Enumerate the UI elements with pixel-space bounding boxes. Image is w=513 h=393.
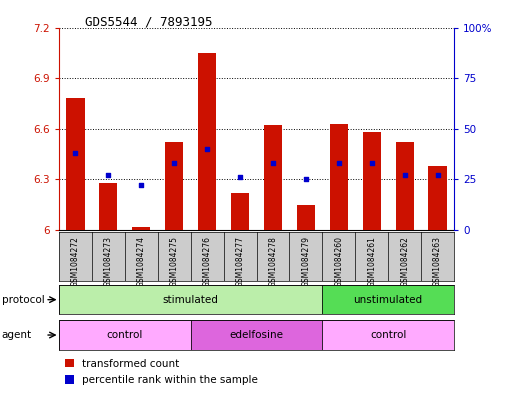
Text: GSM1084274: GSM1084274 <box>137 236 146 287</box>
Text: stimulated: stimulated <box>163 295 219 305</box>
Bar <box>330 124 348 230</box>
Text: GSM1084273: GSM1084273 <box>104 236 113 287</box>
Point <box>334 160 343 166</box>
Point <box>203 146 211 152</box>
Point <box>104 172 112 178</box>
Point <box>137 182 145 189</box>
Text: unstimulated: unstimulated <box>353 295 423 305</box>
Bar <box>198 53 216 230</box>
Text: GSM1084260: GSM1084260 <box>334 236 343 287</box>
Bar <box>59 285 322 314</box>
Point <box>71 150 80 156</box>
Text: GSM1084275: GSM1084275 <box>170 236 179 287</box>
Bar <box>191 320 322 350</box>
Bar <box>66 98 85 230</box>
Point <box>302 176 310 182</box>
Text: GSM1084277: GSM1084277 <box>235 236 245 287</box>
Text: GSM1084262: GSM1084262 <box>400 236 409 286</box>
Bar <box>132 226 150 230</box>
Text: GSM1084276: GSM1084276 <box>203 236 212 287</box>
Point <box>236 174 244 180</box>
Bar <box>363 132 381 230</box>
Text: GSM1084278: GSM1084278 <box>268 236 278 286</box>
Text: GSM1084272: GSM1084272 <box>71 236 80 286</box>
Text: protocol: protocol <box>2 295 44 305</box>
Bar <box>100 183 117 230</box>
Point <box>170 160 179 166</box>
Point <box>368 160 376 166</box>
Bar <box>66 359 74 367</box>
Text: percentile rank within the sample: percentile rank within the sample <box>82 375 258 385</box>
Text: agent: agent <box>2 330 32 340</box>
Text: GSM1084261: GSM1084261 <box>367 236 376 286</box>
Text: transformed count: transformed count <box>82 358 180 369</box>
Text: GDS5544 / 7893195: GDS5544 / 7893195 <box>85 16 212 29</box>
Bar <box>264 125 282 230</box>
Text: GSM1084279: GSM1084279 <box>301 236 310 287</box>
Bar <box>396 142 413 230</box>
Text: edelfosine: edelfosine <box>229 330 284 340</box>
Bar <box>66 375 74 384</box>
Text: control: control <box>107 330 143 340</box>
Bar <box>428 166 447 230</box>
Point <box>433 172 442 178</box>
Point <box>269 160 277 166</box>
Bar <box>322 285 454 314</box>
Bar <box>297 205 315 230</box>
Bar <box>165 142 183 230</box>
Text: GSM1084263: GSM1084263 <box>433 236 442 287</box>
Bar <box>59 320 191 350</box>
Bar <box>231 193 249 230</box>
Bar <box>322 320 454 350</box>
Text: control: control <box>370 330 406 340</box>
Point <box>401 172 409 178</box>
